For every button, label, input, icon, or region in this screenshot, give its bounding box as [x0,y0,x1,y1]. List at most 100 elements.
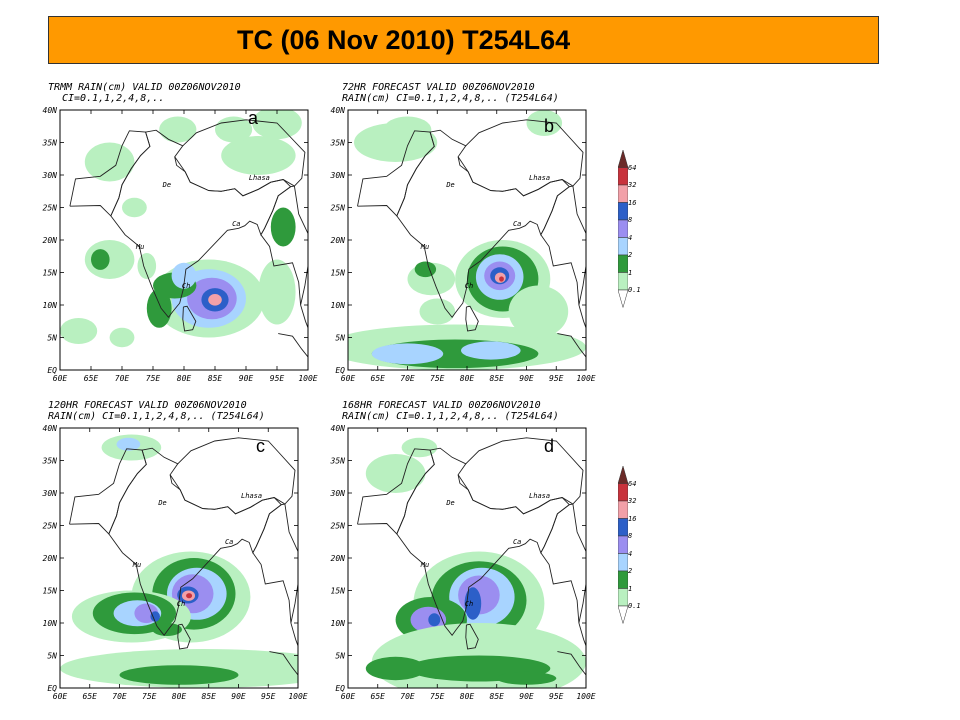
boundary-line [457,437,584,515]
rain-contour [116,437,141,451]
boundary-line [578,622,586,646]
colorbar-cell [618,466,628,484]
lon-tick-label: 90E [231,692,246,701]
panel-label: c [256,436,265,456]
rain-contour [60,318,98,344]
lat-tick-label: 5N [335,652,345,661]
lat-tick-label: 30N [330,489,346,498]
boundary-line [578,304,586,328]
colorbar-label: 4 [628,549,633,558]
colorbar-cell [618,184,628,203]
rain-map-b: EQ 5N 10N 15N 20N 25N 30N 35N 40N 60E 65E 70E 75E 80E… [330,106,596,383]
boundary-line [69,448,147,535]
boundary-line [465,305,479,332]
lon-tick-label: 80E [177,374,192,383]
panel-header: 72HR FORECAST VALID 00Z06NOV2010 RAIN(cm)… [342,82,559,104]
rain-contour [383,116,432,143]
colorbar-legend: 0.1 1 2 4 8 16 32 64 [618,466,648,646]
lat-tick-label: 40N [43,424,58,433]
colorbar-label: 0.1 [628,602,641,610]
lat-tick-label: 30N [330,171,346,180]
lat-tick-label: 15N [331,587,346,596]
boundary-line [252,503,298,624]
colorbar-cell [618,553,628,572]
city-label: Ca [225,538,233,546]
lon-tick-label: 100E [288,692,307,701]
lat-tick-label: 30N [42,489,58,498]
title-bar: TC (06 Nov 2010) T254L64 [48,16,879,64]
rain-contour [419,298,456,325]
rain-contour [146,288,172,328]
boundary-line [278,333,308,358]
boundary-line [260,185,308,306]
lat-tick-label: 10N [331,619,346,628]
colorbar-label: 32 [628,497,637,505]
lat-tick-label: 40N [43,106,58,115]
rain-contour [496,671,557,685]
city-label: Lhasa [241,492,262,500]
lon-tick-label: 65E [84,374,99,383]
colorbar-cell [618,289,628,309]
colorbar-cell [618,202,628,221]
rain-contour [428,613,441,627]
lat-tick-label: 20N [43,236,58,245]
rain-contour [371,343,444,365]
lat-tick-label: 5N [335,334,345,343]
lat-tick-label: 20N [331,554,346,563]
lon-tick-label: 85E [490,692,505,701]
city-label: Mu [132,561,141,569]
city-label: Lhasa [529,492,550,500]
lat-tick-label: 10N [43,301,58,310]
lon-tick-label: 100E [576,374,595,383]
map-panel-a: EQ 5N 10N 15N 20N 25N 30N 35N 40N 60E 65E 70E 75E 80E… [30,80,330,392]
lat-tick-label: 10N [331,301,346,310]
rain-contour [508,285,569,338]
panel-header-line2: RAIN(cm) CI=0.1,1,2,4,8,.. (T254L64) [342,411,559,422]
panel-header-line1: 72HR FORECAST VALID 00Z06NOV2010 [342,82,535,93]
boundary-line [540,185,586,306]
lon-tick-label: 65E [83,692,98,701]
lon-tick-label: 75E [430,692,445,701]
rain-contour [414,261,437,278]
rain-map-d: EQ 5N 10N 15N 20N 25N 30N 35N 40N 60E 65E 70E 75E 80E… [330,424,596,701]
rain-contour [365,454,426,493]
boundary-line [457,119,584,197]
colorbar-label: 32 [628,181,637,189]
lon-tick-label: 75E [430,374,445,383]
colorbar-label: 16 [628,514,637,523]
rain-contour [208,294,222,306]
lon-tick-label: 85E [208,374,223,383]
boundary-line [557,651,586,676]
city-label: Lhasa [529,174,550,182]
city-label: De [445,499,454,507]
city-label: Mu [420,243,429,251]
boundary-line [69,130,151,217]
lon-tick-label: 75E [142,692,157,701]
rain-contour [119,665,239,685]
lat-tick-label: EQ [335,366,345,375]
map-panel-b: EQ 5N 10N 15N 20N 25N 30N 35N 40N 60E 65E 70E 75E 80E… [318,80,608,392]
colorbar-cell [618,237,628,256]
colorbar-label: 8 [628,532,633,540]
lat-tick-label: 15N [331,269,346,278]
lon-tick-label: 100E [298,374,317,383]
lon-tick-label: 80E [172,692,187,701]
colorbar-label: 4 [628,233,633,242]
rain-map-c: EQ 5N 10N 15N 20N 25N 30N 35N 40N 60E 65E 70E 75E 80E… [42,424,308,701]
colorbar-cell [618,272,628,291]
lat-tick-label: 5N [47,652,57,661]
rain-contour [186,593,193,599]
lon-tick-label: 100E [576,692,595,701]
rain-map-a: EQ 5N 10N 15N 20N 25N 30N 35N 40N 60E 65E 70E 75E 80E… [42,106,318,383]
colorbar-label: 64 [628,479,637,488]
map-panel-c: EQ 5N 10N 15N 20N 25N 30N 35N 40N 60E 65E 70E 75E 80E… [30,398,320,710]
lon-tick-label: 70E [115,374,130,383]
colorbar-label: 1 [628,268,633,277]
page-title: TC (06 Nov 2010) T254L64 [237,24,571,55]
city-label: Ch [465,282,473,290]
lat-tick-label: 25N [43,204,58,213]
colorbar-legend: 0.1 1 2 4 8 16 32 64 [618,150,648,330]
lon-tick-label: 60E [53,374,68,383]
boundary-line [269,651,298,676]
lat-tick-label: 35N [42,457,58,466]
